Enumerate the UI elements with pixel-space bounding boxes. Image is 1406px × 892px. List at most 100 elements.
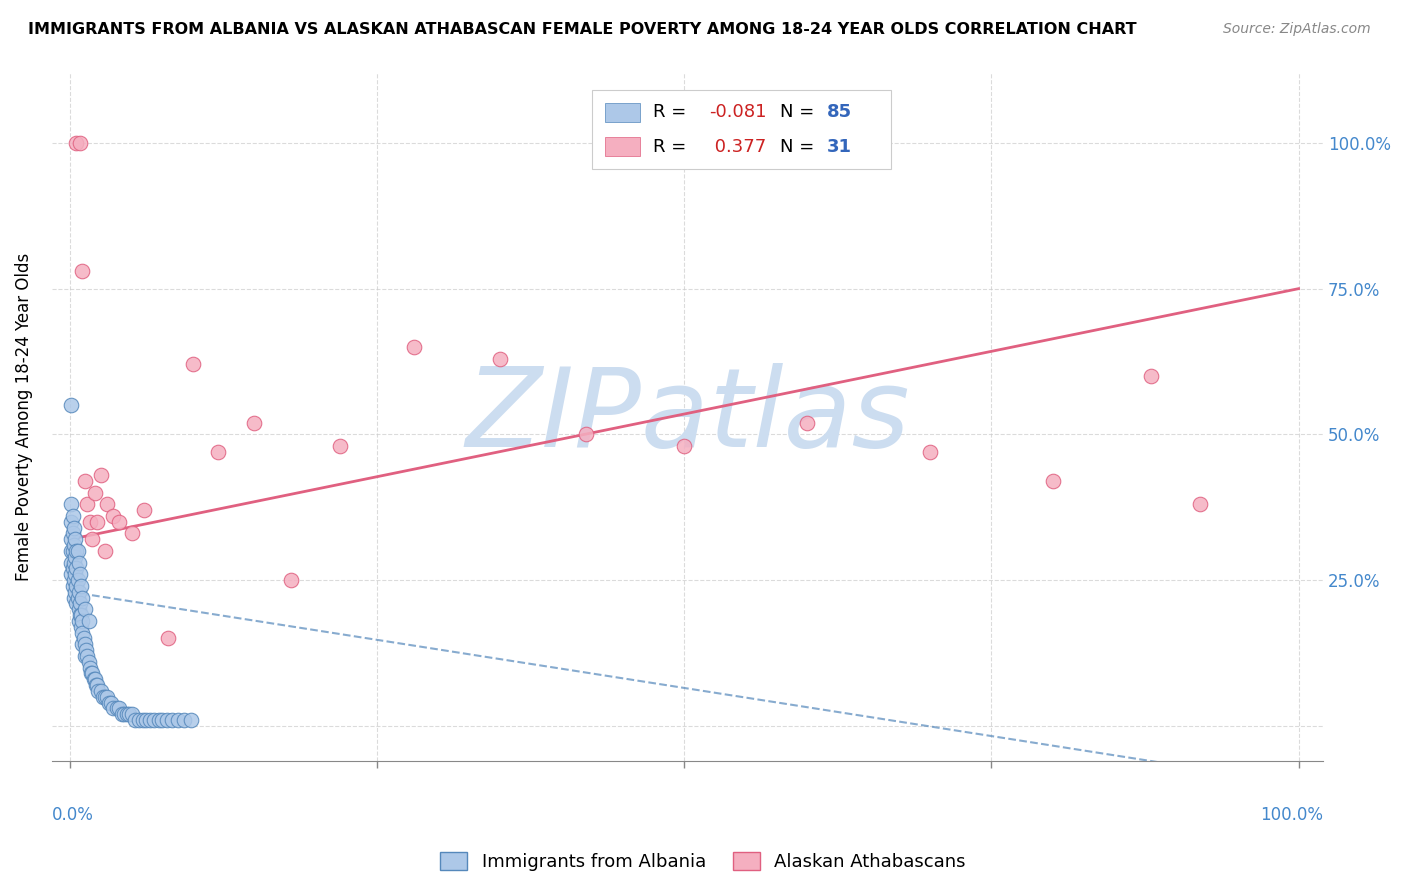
- Point: [156, 713, 179, 727]
- Point: [90, 684, 112, 698]
- Point: [79, 660, 101, 674]
- Point: [280, 573, 302, 587]
- Point: [63, 556, 86, 570]
- Point: [128, 713, 150, 727]
- Point: [65, 561, 87, 575]
- Y-axis label: Female Poverty Among 18-24 Year Olds: Female Poverty Among 18-24 Year Olds: [15, 252, 32, 581]
- Point: [63, 573, 86, 587]
- Point: [108, 701, 131, 715]
- Point: [121, 707, 143, 722]
- Point: [1042, 474, 1064, 488]
- Point: [108, 515, 131, 529]
- Point: [60, 398, 83, 412]
- Point: [73, 602, 96, 616]
- Point: [60, 567, 83, 582]
- Point: [80, 666, 103, 681]
- Point: [101, 508, 124, 523]
- Point: [65, 597, 87, 611]
- Text: 0.0%: 0.0%: [52, 805, 94, 823]
- Text: Source: ZipAtlas.com: Source: ZipAtlas.com: [1223, 22, 1371, 37]
- FancyBboxPatch shape: [605, 103, 640, 122]
- Point: [60, 515, 83, 529]
- Point: [60, 497, 83, 511]
- Point: [82, 533, 104, 547]
- Point: [63, 549, 86, 564]
- Point: [673, 439, 696, 453]
- Point: [63, 591, 86, 605]
- Point: [105, 701, 128, 715]
- Point: [73, 632, 96, 646]
- Text: IMMIGRANTS FROM ALBANIA VS ALASKAN ATHABASCAN FEMALE POVERTY AMONG 18-24 YEAR OL: IMMIGRANTS FROM ALBANIA VS ALASKAN ATHAB…: [28, 22, 1136, 37]
- Point: [98, 696, 121, 710]
- Text: -0.081: -0.081: [709, 103, 766, 121]
- Point: [72, 637, 94, 651]
- Point: [96, 497, 118, 511]
- Point: [157, 632, 180, 646]
- Legend: Immigrants from Albania, Alaskan Athabascans: Immigrants from Albania, Alaskan Athabas…: [433, 845, 973, 879]
- Point: [69, 597, 91, 611]
- Point: [329, 439, 352, 453]
- Point: [139, 713, 162, 727]
- Point: [62, 544, 84, 558]
- Point: [77, 614, 100, 628]
- Point: [72, 614, 94, 628]
- Point: [62, 561, 84, 575]
- Point: [112, 707, 135, 722]
- Text: R =: R =: [654, 137, 686, 155]
- Point: [1189, 497, 1212, 511]
- Point: [83, 672, 105, 686]
- Point: [243, 416, 266, 430]
- Point: [167, 713, 190, 727]
- Point: [131, 713, 153, 727]
- Point: [115, 707, 138, 722]
- FancyBboxPatch shape: [592, 90, 891, 169]
- Point: [135, 713, 157, 727]
- Point: [83, 485, 105, 500]
- Point: [121, 526, 143, 541]
- Point: [72, 264, 94, 278]
- Point: [73, 648, 96, 663]
- Point: [93, 544, 115, 558]
- Point: [62, 579, 84, 593]
- Text: N =: N =: [780, 103, 814, 121]
- Point: [181, 358, 204, 372]
- Point: [118, 707, 141, 722]
- Point: [93, 690, 115, 704]
- Point: [83, 672, 105, 686]
- Point: [69, 136, 91, 150]
- Point: [86, 515, 108, 529]
- Point: [489, 351, 512, 366]
- Point: [918, 445, 941, 459]
- Point: [60, 556, 83, 570]
- Point: [60, 544, 83, 558]
- Point: [65, 579, 87, 593]
- Point: [60, 533, 83, 547]
- Point: [76, 497, 98, 511]
- Point: [73, 637, 96, 651]
- Point: [70, 608, 93, 623]
- Point: [62, 508, 84, 523]
- Point: [79, 515, 101, 529]
- Point: [150, 713, 173, 727]
- Point: [142, 713, 165, 727]
- Point: [101, 701, 124, 715]
- Point: [63, 533, 86, 547]
- Point: [70, 620, 93, 634]
- Point: [404, 340, 426, 354]
- Point: [67, 602, 90, 616]
- Point: [69, 567, 91, 582]
- Point: [65, 544, 87, 558]
- Point: [1140, 369, 1163, 384]
- Text: 0.377: 0.377: [709, 137, 766, 155]
- Point: [75, 643, 97, 657]
- Point: [63, 584, 86, 599]
- Point: [180, 713, 202, 727]
- Point: [575, 427, 598, 442]
- Point: [72, 591, 94, 605]
- Point: [84, 678, 107, 692]
- Point: [207, 445, 229, 459]
- Point: [67, 556, 90, 570]
- Point: [93, 690, 115, 704]
- Point: [63, 567, 86, 582]
- Point: [67, 614, 90, 628]
